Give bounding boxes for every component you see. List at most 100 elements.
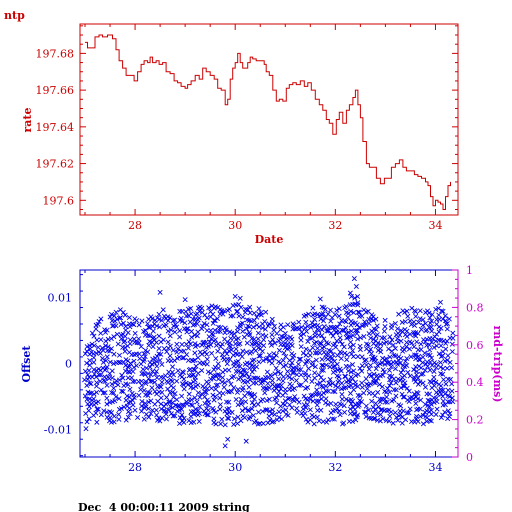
offset-point [213, 421, 219, 427]
offset-point [437, 299, 443, 305]
offset-point [174, 349, 180, 355]
offset-point [160, 307, 166, 313]
offset-point [269, 355, 275, 361]
offset-point [115, 341, 121, 347]
offset-point [259, 348, 265, 354]
offset-point [174, 341, 180, 347]
offset-point [116, 352, 123, 358]
offset-point [381, 369, 387, 375]
rate-y-tick-label: 197.66 [36, 84, 75, 97]
offset-point [357, 393, 363, 399]
offset-point [330, 333, 336, 339]
offset-point [343, 396, 349, 402]
offset-point [411, 319, 417, 325]
rate-x-axis-label: Date [255, 233, 284, 246]
offset-point [149, 407, 155, 413]
offset-point [140, 366, 146, 372]
offset-point [441, 377, 447, 383]
offset-point [145, 332, 151, 339]
offset-point [312, 364, 318, 370]
offset-point [229, 409, 235, 415]
offset-point [401, 347, 407, 353]
offset-point [217, 406, 223, 412]
offset-point [344, 357, 350, 363]
offset-point [104, 395, 110, 401]
offset-point [116, 315, 123, 321]
offset-point [158, 351, 164, 357]
offset-point [91, 333, 97, 339]
offset-point [325, 388, 331, 394]
offset-point [98, 387, 104, 393]
offset-point [146, 324, 152, 330]
offset-point [426, 391, 433, 397]
offset-point [376, 382, 382, 388]
offset-point [440, 387, 446, 393]
offset-point [342, 350, 348, 356]
rate-x-tick-label: 28 [128, 219, 142, 232]
offset-point [303, 352, 309, 358]
offset-point [320, 384, 326, 390]
offset-point [305, 358, 311, 364]
offset-point [154, 375, 160, 381]
offset-point [215, 376, 221, 382]
offset-point [305, 323, 311, 329]
offset-point [318, 316, 324, 322]
offset-point [306, 311, 312, 317]
offset-point [227, 356, 233, 362]
offset-point [449, 341, 455, 347]
offset-point [319, 362, 325, 368]
offset-point [189, 334, 195, 340]
offset-point [146, 376, 152, 382]
offset-point [427, 352, 433, 358]
offset-point [159, 415, 165, 421]
offset-point [82, 393, 88, 399]
offset-point [235, 402, 241, 408]
offset-point [180, 355, 186, 361]
offset-point [130, 402, 136, 408]
offset-point [231, 331, 237, 337]
offset-point [211, 367, 217, 373]
offset-point [143, 380, 149, 386]
offset-point [116, 359, 122, 365]
offset-point [166, 407, 172, 413]
offset-point [226, 399, 232, 405]
offset-point [388, 380, 394, 386]
offset-point [149, 361, 155, 367]
offset-point [445, 353, 451, 359]
offset-point [98, 337, 104, 343]
offset-point [132, 330, 138, 336]
offset-point [158, 395, 164, 401]
offset-point [436, 337, 442, 343]
offset-point [440, 398, 446, 404]
offset-point [347, 406, 353, 412]
offset-point [373, 343, 379, 349]
offset-point [387, 334, 393, 340]
offset-point [218, 421, 224, 427]
offset-point [335, 324, 341, 330]
offset-point [312, 375, 318, 381]
offset-point [329, 380, 336, 386]
offset-point [246, 329, 252, 335]
offset-point [428, 401, 434, 407]
offset-point [444, 321, 450, 327]
offset-point [368, 346, 374, 352]
offset-point [158, 401, 164, 407]
offset-point [359, 363, 365, 369]
offset-point [148, 372, 154, 378]
offset-point [336, 313, 342, 319]
offset-point [153, 407, 159, 413]
offset-point [120, 309, 126, 315]
offset-point [169, 369, 175, 375]
offset-point [343, 319, 349, 325]
offset-point [402, 380, 408, 386]
offset-point [240, 385, 246, 391]
offset-point [307, 396, 313, 402]
offset-point [433, 379, 439, 385]
offset-point [313, 339, 319, 345]
offset-point [375, 389, 381, 395]
offset-point [343, 385, 349, 391]
offset-point [426, 342, 432, 348]
offset-point [239, 408, 245, 414]
offset-point [327, 307, 333, 313]
offset-point [291, 365, 297, 371]
